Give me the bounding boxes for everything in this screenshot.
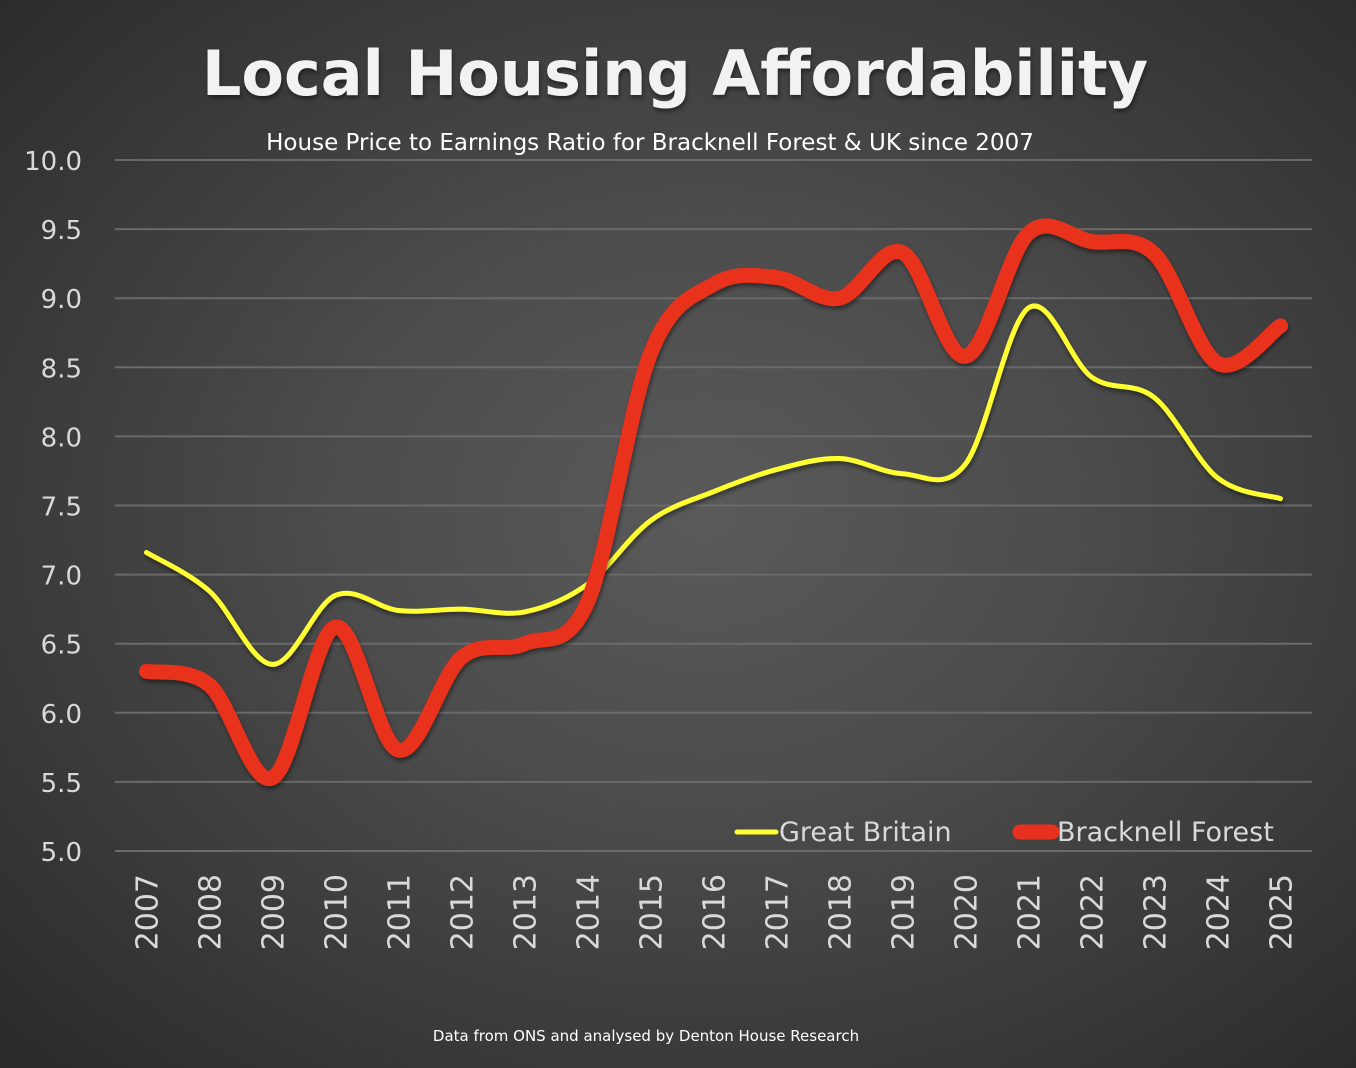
x-axis-tick-labels: 2007 2008 2009 2010 2011 2012 2013 2014 2015 2016… (131, 874, 1300, 950)
x-tick-label: 2023 (1139, 874, 1174, 950)
legend-label-bracknell-forest: Bracknell Forest (1057, 817, 1274, 848)
x-tick-label: 2012 (446, 874, 481, 950)
y-tick-label: 7.5 (41, 493, 82, 523)
gridlines (115, 159, 1312, 852)
x-tick-label: 2009 (257, 874, 292, 950)
y-tick-label: 5.0 (41, 838, 82, 868)
x-tick-label: 2011 (383, 874, 418, 950)
y-tick-label: 8.5 (41, 354, 82, 384)
y-tick-label: 6.0 (41, 700, 82, 730)
x-tick-label: 2015 (635, 874, 670, 950)
legend: Great Britain Bracknell Forest (734, 817, 1274, 848)
x-tick-label: 2019 (887, 874, 922, 950)
x-tick-label: 2016 (698, 874, 733, 950)
x-tick-label: 2008 (194, 874, 229, 950)
x-tick-label: 2010 (320, 874, 355, 950)
y-axis-tick-labels: 5.0 5.5 6.0 6.5 7.0 7.5 8.0 8.5 9.0 9.5 10.0 (24, 147, 82, 868)
x-tick-label: 2007 (131, 874, 166, 950)
y-tick-label: 5.5 (41, 769, 82, 799)
source-footnote: Data from ONS and analysed by Denton Hou… (433, 1027, 859, 1045)
x-tick-label: 2014 (572, 874, 607, 950)
x-tick-label: 2021 (1013, 874, 1048, 950)
chart-subtitle: House Price to Earnings Ratio for Brackn… (266, 130, 1034, 156)
x-tick-label: 2013 (509, 874, 544, 950)
x-tick-label: 2020 (950, 874, 985, 950)
series-line-great-britain (144, 303, 1283, 667)
y-tick-label: 10.0 (24, 147, 82, 177)
chart-title: Local Housing Affordability (202, 37, 1148, 110)
x-tick-label: 2018 (824, 874, 859, 950)
x-tick-label: 2022 (1076, 874, 1111, 950)
y-tick-label: 9.0 (41, 285, 82, 315)
y-tick-label: 6.5 (41, 631, 82, 661)
legend-label-great-britain: Great Britain (779, 817, 952, 848)
y-tick-label: 9.5 (41, 216, 82, 246)
series-lines (139, 218, 1288, 786)
x-tick-label: 2025 (1265, 874, 1300, 950)
x-tick-label: 2024 (1202, 874, 1237, 950)
y-tick-label: 8.0 (41, 423, 82, 453)
series-line-bracknell-forest (139, 218, 1288, 786)
y-tick-label: 7.0 (41, 562, 82, 592)
x-tick-label: 2017 (761, 874, 796, 950)
